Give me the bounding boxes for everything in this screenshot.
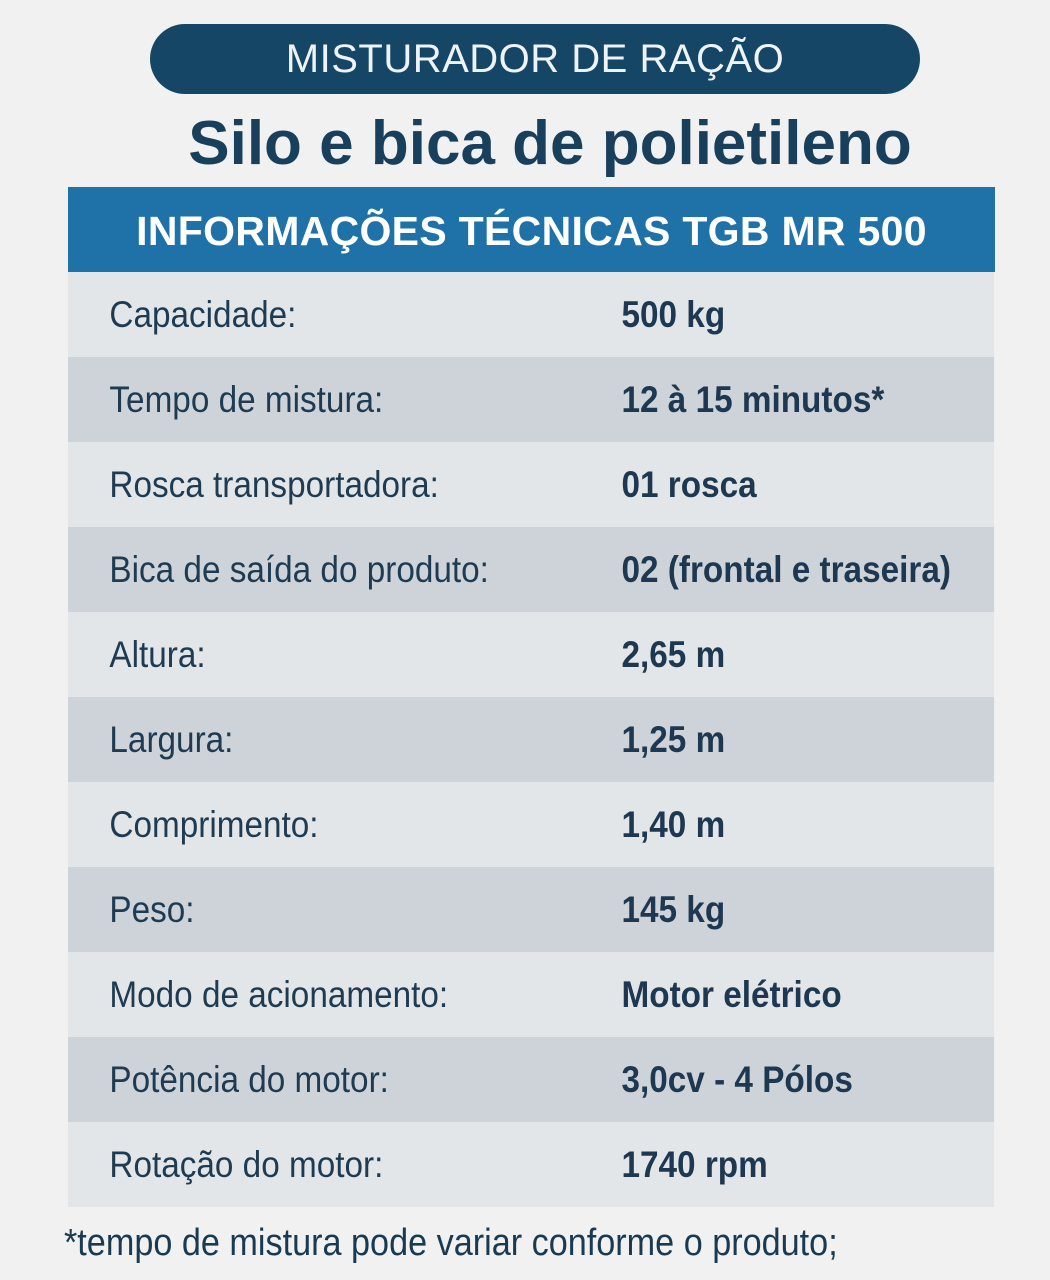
- row-value: 500 kg: [621, 294, 726, 335]
- technical-info-table: INFORMAÇÕES TÉCNICAS TGB MR 500 Capacida…: [68, 187, 995, 1207]
- product-category-banner: MISTURADOR DE RAÇÃO: [150, 24, 920, 94]
- row-value: 1,40 m: [621, 804, 726, 845]
- row-label: Largura:: [109, 719, 234, 760]
- row-label: Comprimento:: [109, 804, 319, 845]
- row-value: 3,0cv - 4 Pólos: [621, 1059, 853, 1100]
- table-row: Rosca transportadora: 01 rosca: [68, 442, 995, 527]
- row-value: 1740 rpm: [621, 1144, 768, 1185]
- table-row: Tempo de mistura: 12 à 15 minutos*: [68, 357, 995, 442]
- row-label: Potência do motor:: [109, 1059, 389, 1100]
- row-label: Altura:: [109, 634, 206, 675]
- row-label: Rosca transportadora:: [109, 464, 439, 505]
- table-header: INFORMAÇÕES TÉCNICAS TGB MR 500: [68, 187, 995, 272]
- row-label: Modo de acionamento:: [109, 974, 449, 1015]
- table-row: Capacidade: 500 kg: [68, 272, 995, 357]
- table-body: Capacidade: 500 kg Tempo de mistura: 12 …: [68, 272, 995, 1207]
- row-value: 2,65 m: [621, 634, 726, 675]
- row-value: Motor elétrico: [621, 974, 842, 1015]
- row-value: 01 rosca: [621, 464, 757, 505]
- footnote: *tempo de mistura pode variar conforme o…: [64, 1222, 838, 1264]
- row-label: Peso:: [109, 889, 195, 930]
- product-subtitle: Silo e bica de polietileno: [188, 109, 912, 178]
- table-row: Rotação do motor: 1740 rpm: [68, 1122, 995, 1207]
- row-value: 1,25 m: [621, 719, 726, 760]
- row-value: 145 kg: [621, 889, 726, 930]
- table-row: Peso: 145 kg: [68, 867, 995, 952]
- table-row: Potência do motor: 3,0cv - 4 Pólos: [68, 1037, 995, 1122]
- table-row: Modo de acionamento: Motor elétrico: [68, 952, 995, 1037]
- table-row: Comprimento: 1,40 m: [68, 782, 995, 867]
- row-value: 12 à 15 minutos*: [621, 379, 885, 420]
- table-row: Bica de saída do produto: 02 (frontal e …: [68, 527, 995, 612]
- table-row: Largura: 1,25 m: [68, 697, 995, 782]
- row-label: Tempo de mistura:: [109, 379, 384, 420]
- row-label: Rotação do motor:: [109, 1144, 384, 1185]
- row-label: Bica de saída do produto:: [109, 549, 489, 590]
- row-label: Capacidade:: [109, 294, 297, 335]
- row-value: 02 (frontal e traseira): [621, 549, 951, 590]
- table-row: Altura: 2,65 m: [68, 612, 995, 697]
